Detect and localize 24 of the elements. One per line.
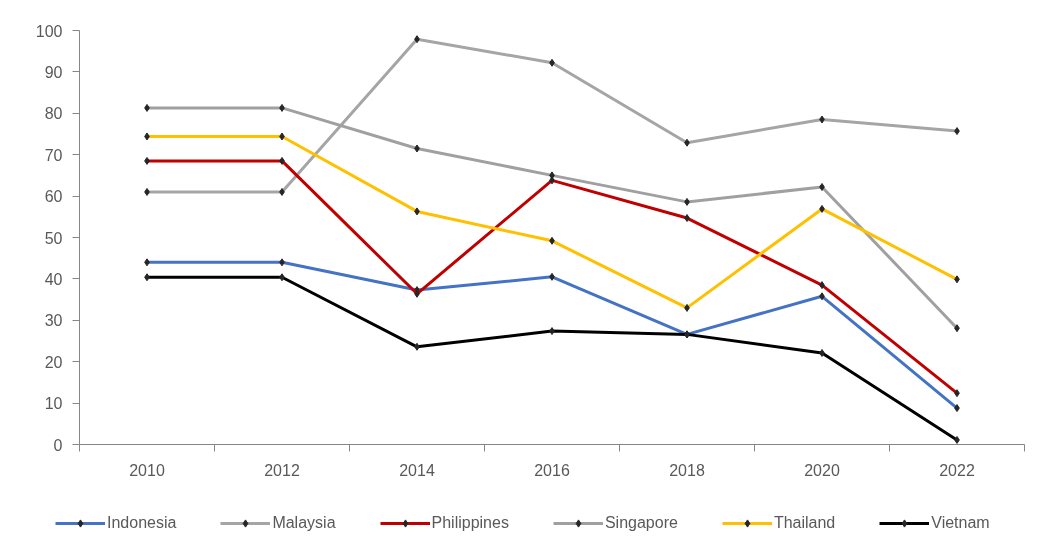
legend-label: Malaysia — [272, 514, 336, 532]
x-tick-label: 2014 — [399, 461, 435, 479]
x-tick-label: 2022 — [939, 461, 975, 479]
legend-label: Thailand — [773, 514, 836, 532]
y-tick-label: 10 — [44, 395, 63, 413]
y-tick-label: 80 — [44, 105, 63, 123]
y-tick-label: 20 — [44, 353, 63, 371]
y-tick-label: 60 — [44, 188, 63, 206]
y-tick-label: 30 — [44, 312, 63, 330]
x-tick-label: 2010 — [129, 461, 165, 479]
y-tick-label: 70 — [44, 146, 63, 164]
x-tick-label: 2018 — [669, 461, 705, 479]
x-tick-label: 2016 — [534, 461, 570, 479]
y-tick-label: 40 — [44, 270, 63, 288]
legend-label: Singapore — [604, 514, 678, 532]
y-tick-label: 90 — [44, 63, 63, 81]
legend-label: Indonesia — [107, 514, 177, 532]
y-tick-label: 50 — [44, 229, 63, 247]
y-tick-label: 100 — [35, 22, 63, 40]
y-tick-label: 0 — [53, 436, 63, 454]
legend-label: Philippines — [431, 514, 509, 532]
x-tick-label: 2020 — [804, 461, 840, 479]
legend-label: Vietnam — [931, 514, 990, 532]
x-tick-label: 2012 — [264, 461, 300, 479]
